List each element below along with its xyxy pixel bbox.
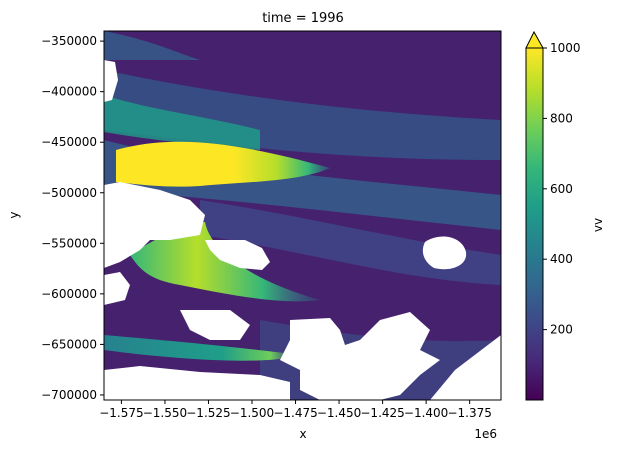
nodata-south-coast xyxy=(104,366,290,400)
colorbar-tick-label: 600 xyxy=(550,182,573,196)
x-tick-label: −1.375 xyxy=(447,406,491,420)
chart-title: time = 1996 xyxy=(262,11,344,26)
nodata-west-inlet xyxy=(104,60,118,102)
y-tick-label: −600000 xyxy=(41,287,97,301)
nodata-bay xyxy=(180,310,250,340)
colorbar-gradient xyxy=(525,47,544,401)
nodata-southeast-islands xyxy=(280,312,440,400)
x-axis: −1.575 −1.550 −1.525 −1.500 −1.475 −1.450 −1.4… xyxy=(99,400,492,420)
x-tick-label: −1.475 xyxy=(273,406,317,420)
x-tick-label: −1.425 xyxy=(360,406,404,420)
fast-flow-band-north xyxy=(116,141,330,187)
y-tick-label: −650000 xyxy=(41,337,97,351)
plot-frame xyxy=(103,30,502,401)
x-tick-label: −1.525 xyxy=(186,406,230,420)
y-axis-label: y xyxy=(7,211,21,218)
x-axis-label: x xyxy=(299,427,306,441)
nodata-west xyxy=(104,182,205,268)
x-tick-label: −1.400 xyxy=(404,406,448,420)
x-tick-label: −1.450 xyxy=(317,406,361,420)
fast-flow-band-south xyxy=(104,335,300,361)
y-tick-label: −350000 xyxy=(41,34,97,48)
x-tick-label: −1.550 xyxy=(143,406,187,420)
y-tick-label: −700000 xyxy=(41,388,97,402)
colorbar: 200 400 600 800 1000 vv xyxy=(525,30,605,401)
nodata-island-center xyxy=(205,240,270,270)
flow-region-northwest xyxy=(104,31,200,60)
colorbar-axis: 200 400 600 800 1000 xyxy=(543,41,581,337)
colorbar-label: vv xyxy=(591,218,605,232)
nodata-southwest xyxy=(104,272,130,305)
y-tick-label: −500000 xyxy=(41,186,97,200)
y-tick-label: −450000 xyxy=(41,135,97,149)
colorbar-tick-label: 200 xyxy=(550,323,573,337)
nodata-island-east xyxy=(422,236,467,270)
flow-region-left-upper xyxy=(104,95,260,150)
x-axis-offset-label: 1e6 xyxy=(474,427,497,441)
flow-region-lower xyxy=(200,200,501,285)
nodata-southeast-corner xyxy=(430,335,501,400)
colorbar-tick-label: 1000 xyxy=(550,41,581,55)
x-tick-label: −1.500 xyxy=(230,406,274,420)
y-tick-label: −400000 xyxy=(41,85,97,99)
heatmap xyxy=(104,31,501,400)
x-tick-label: −1.575 xyxy=(99,406,143,420)
colorbar-tick-label: 800 xyxy=(550,111,573,125)
y-axis: −350000 −400000 −450000 −500000 −550000 −6000… xyxy=(41,34,104,402)
colorbar-tick-label: 400 xyxy=(550,252,573,266)
y-tick-label: −550000 xyxy=(41,236,97,250)
colorbar-extend-arrow xyxy=(525,30,544,49)
